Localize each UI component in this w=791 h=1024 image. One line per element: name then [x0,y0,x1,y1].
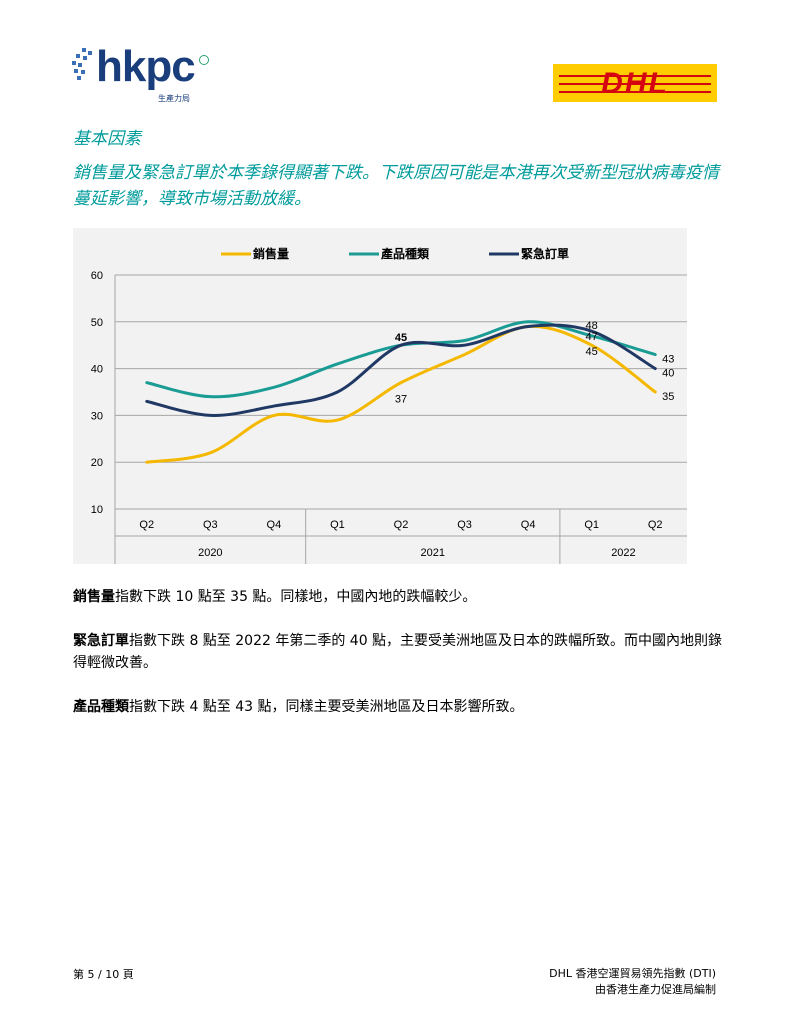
footer-credit: DHL 香港空運貿易領先指數 (DTI) 由香港生產力促進局編制 [549,966,716,998]
dhl-stripe [559,83,711,85]
data-label: 37 [395,394,407,406]
line-chart: 10 20 30 40 50 60 Q2 Q3 Q4 Q1 Q2 Q3 Q4 Q1 Q2 2020 2021 20… [91,246,687,564]
legend-label: 緊急訂單 [521,246,569,261]
chart-container: 10 20 30 40 50 60 Q2 Q3 Q4 Q1 Q2 Q3 Q4 Q1 Q2 2020 2021 20… [73,228,687,564]
x-tick-label: Q1 [584,519,599,531]
dhl-stripe [559,91,711,93]
y-tick-label: 60 [91,270,103,282]
paragraph-product-range: 產品種類指數下跌 4 點至 43 點，同樣主要受美洲地區及日本影響所致。 [73,696,723,718]
year-label: 2022 [611,547,635,559]
y-tick-label: 10 [91,504,103,516]
data-label: 45 [395,332,407,344]
x-tick-label: Q3 [203,519,218,531]
paragraph-keyword: 銷售量 [73,589,115,605]
paragraph-urgent-orders: 緊急訂單指數下跌 8 點至 2022 年第二季的 40 點，主要受美洲地區及日本… [73,630,723,674]
paragraph-text: 指數下跌 10 點至 35 點。同樣地，中國內地的跌幅較少。 [115,589,477,605]
headline: 銷售量及緊急訂單於本季錄得顯著下跌。下跌原因可能是本港再次受新型冠狀病毒疫情蔓延… [73,163,719,209]
x-tick-label: Q1 [330,519,345,531]
data-label: 47 [586,331,598,343]
paragraph-keyword: 產品種類 [73,699,129,715]
paragraph-text: 指數下跌 8 點至 2022 年第二季的 40 點，主要受美洲地區及日本的跌幅所… [73,633,723,671]
page-number: 第 5 / 10 頁 [73,968,134,981]
x-tick-label: Q4 [267,519,282,531]
paragraph-text: 指數下跌 4 點至 43 點，同樣主要受美洲地區及日本影響所致。 [129,699,524,715]
legend-label: 銷售量 [253,246,289,261]
dhl-wordmark: DHL [601,67,669,100]
paragraph-keyword: 緊急訂單 [73,633,129,649]
x-tick-label: Q3 [457,519,472,531]
year-label: 2021 [421,547,445,559]
y-tick-label: 30 [91,410,103,422]
hkpc-subtitle: 生產力局 [158,94,190,103]
data-label: 35 [662,391,674,403]
series-line [145,323,657,417]
hkpc-dots-icon [72,48,92,80]
y-tick-label: 20 [91,457,103,469]
y-tick-label: 40 [91,364,103,376]
dhl-stripe [559,75,711,77]
data-label: 40 [662,368,674,380]
dhl-logo: DHL [553,64,717,102]
x-tick-label: Q2 [139,519,154,531]
x-tick-label: Q2 [648,519,663,531]
section-title: 基本因素 [73,129,141,149]
x-tick-label: Q2 [394,519,409,531]
paragraph-sales: 銷售量指數下跌 10 點至 35 點。同樣地，中國內地的跌幅較少。 [73,586,723,608]
year-label: 2020 [198,547,222,559]
data-label: 48 [586,320,598,332]
data-label: 43 [662,354,674,366]
legend-label: 產品種類 [380,246,430,261]
series-line [145,324,657,464]
hkpc-wordmark: hkpc [96,42,196,91]
footer-line-1: DHL 香港空運貿易領先指數 (DTI) [549,967,716,980]
data-label: 45 [586,346,598,358]
x-tick-label: Q4 [521,519,536,531]
footer-line-2: 由香港生產力促進局編制 [595,983,716,996]
hkpc-reg-icon [199,55,209,65]
y-tick-label: 50 [91,317,103,329]
